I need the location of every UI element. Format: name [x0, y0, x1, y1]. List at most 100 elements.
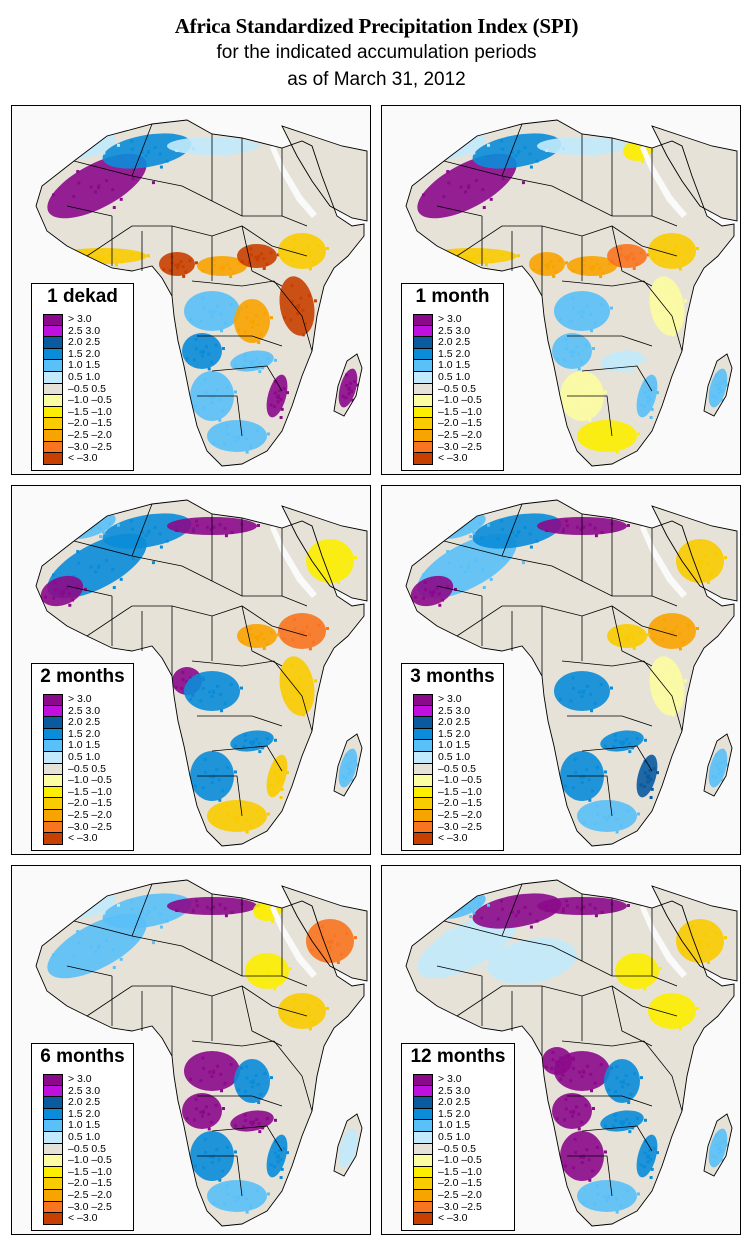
- spi-speckle: [153, 145, 157, 149]
- spi-speckle: [221, 1107, 225, 1111]
- spi-speckle: [283, 696, 287, 700]
- spi-speckle: [252, 1120, 256, 1124]
- legend-swatch: [43, 833, 63, 845]
- spi-speckle: [218, 418, 222, 422]
- spi-speckle: [209, 147, 213, 151]
- country-border: [567, 1155, 613, 1197]
- spi-speckle: [551, 265, 555, 269]
- spi-speckle: [535, 539, 539, 543]
- spi-speckle: [635, 736, 639, 740]
- spi-speckle: [226, 812, 230, 816]
- spi-speckle: [212, 309, 216, 313]
- spi-speckle: [225, 385, 229, 389]
- spi-speckle: [207, 352, 211, 356]
- spi-speckle: [308, 1027, 312, 1031]
- spi-speckle: [261, 746, 265, 750]
- spi-speckle: [52, 193, 56, 197]
- africa-map: [405, 499, 738, 847]
- spi-speckle: [269, 316, 273, 320]
- spi-speckle: [703, 934, 707, 938]
- arabia-landmass: [652, 126, 737, 221]
- spi-speckle: [233, 390, 237, 394]
- spi-speckle: [629, 632, 633, 636]
- spi-speckle: [579, 775, 583, 779]
- spi-speckle: [591, 1107, 595, 1111]
- spi-speckle: [619, 1204, 623, 1208]
- spi-speckle: [254, 314, 258, 318]
- spi-speckle: [625, 429, 629, 433]
- spi-speckle: [582, 1201, 586, 1205]
- spi-speckle: [715, 383, 719, 387]
- country-border: [211, 134, 282, 217]
- spi-speckle: [285, 391, 289, 395]
- spi-speckle: [249, 977, 253, 981]
- spi-speckle: [147, 909, 151, 913]
- spi-speckle: [550, 1066, 554, 1070]
- spi-speckle: [181, 265, 185, 269]
- spi-speckle: [297, 306, 300, 309]
- spi-speckle: [245, 450, 249, 454]
- spi-speckle: [333, 934, 337, 938]
- spi-speckle: [414, 595, 418, 599]
- spi-speckle: [195, 524, 199, 528]
- spi-speckle: [619, 740, 623, 744]
- legend-class-label: –3.0 –2.5: [68, 440, 112, 453]
- spi-speckle: [243, 733, 247, 737]
- spi-speckle: [453, 587, 457, 591]
- spi-speckle: [663, 247, 667, 251]
- spi-speckle: [285, 771, 289, 775]
- spi-speckle: [580, 1074, 584, 1078]
- legend-class-label: –2.5 –2.0: [68, 1188, 112, 1201]
- spi-speckle: [223, 906, 227, 910]
- spi-speckle: [723, 379, 727, 383]
- spi-speckle: [642, 972, 646, 976]
- spi-speckle: [725, 383, 729, 387]
- spi-speckle: [671, 333, 675, 337]
- spi-speckle: [326, 560, 330, 564]
- spi-speckle: [645, 395, 649, 399]
- spi-speckle: [249, 1120, 253, 1124]
- spi-speckle: [720, 1166, 724, 1170]
- spi-speckle: [257, 1101, 261, 1105]
- spi-speckle: [696, 940, 700, 944]
- spi-speckle: [517, 529, 521, 533]
- spi-speckle: [259, 1092, 263, 1096]
- spi-speckle: [650, 148, 654, 152]
- legend-swatch: [43, 728, 63, 741]
- spi-speckle: [482, 966, 486, 970]
- legend-swatch: [43, 418, 63, 430]
- spi-speckle: [703, 554, 707, 558]
- spi-speckle: [174, 263, 178, 267]
- spi-speckle: [565, 904, 569, 908]
- spi-speckle: [292, 237, 296, 241]
- spi-speckle: [279, 1176, 283, 1180]
- spi-speckle: [222, 265, 226, 269]
- spi-speckle: [582, 776, 585, 779]
- legend-class-label: > 3.0: [438, 1073, 462, 1085]
- legend-box: 2 months > 3.0 2.5 3.0 2.0 2.5 1.5 2.0 1.0 1.…: [31, 663, 134, 851]
- spi-speckle: [551, 1050, 555, 1054]
- spi-speckle: [208, 310, 212, 314]
- spi-speckle: [299, 676, 303, 680]
- legend-class-label: < –3.0: [68, 1212, 98, 1225]
- spi-speckle: [483, 256, 487, 260]
- spi-speckle: [595, 804, 599, 808]
- legend-box: 1 dekad > 3.0 2.5 3.0 2.0 2.5 1.5 2.0 1.0 1.5…: [31, 283, 134, 471]
- spi-speckle: [242, 365, 246, 369]
- spi-speckle: [82, 898, 86, 902]
- spi-speckle: [126, 157, 130, 161]
- figure-title: Africa Standardized Precipitation Index …: [174, 14, 579, 38]
- spi-speckle: [628, 370, 632, 374]
- spi-speckle: [628, 750, 632, 754]
- spi-speckle: [577, 352, 581, 356]
- spi-speckle: [162, 268, 166, 272]
- spi-speckle: [341, 1154, 345, 1158]
- spi-speckle: [269, 403, 273, 407]
- spi-speckle: [266, 432, 270, 436]
- spi-speckle: [714, 1133, 718, 1137]
- country-border: [273, 280, 313, 352]
- spi-anomaly-layer: [410, 513, 729, 834]
- spi-speckle: [619, 633, 623, 637]
- spi-speckle: [582, 145, 586, 149]
- spi-speckle: [678, 267, 682, 271]
